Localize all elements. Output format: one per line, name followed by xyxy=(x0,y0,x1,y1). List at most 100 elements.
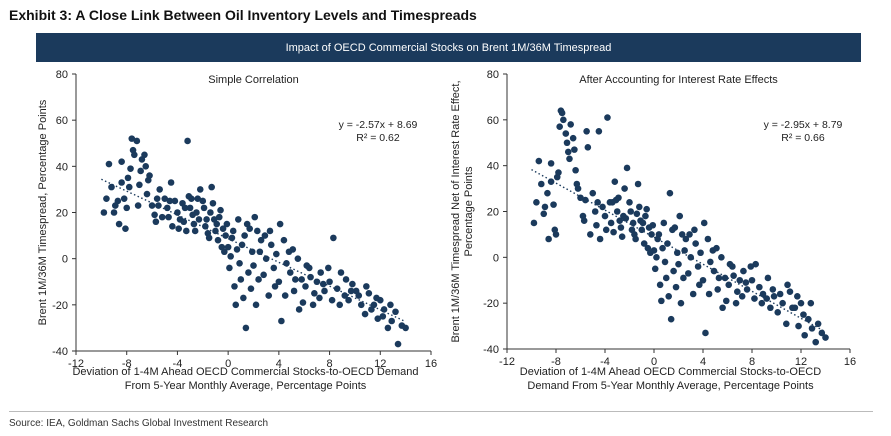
exhibit-title: Exhibit 3: A Close Link Between Oil Inve… xyxy=(9,7,477,23)
scatter-point xyxy=(205,234,213,242)
scatter-point xyxy=(231,283,238,290)
scatter-point xyxy=(658,297,665,305)
scatter-point xyxy=(730,272,737,279)
scatter-point xyxy=(634,180,642,188)
scatter-point xyxy=(675,260,682,268)
scatter-point xyxy=(632,235,639,243)
scatter-point xyxy=(651,265,659,273)
scatter-point xyxy=(261,232,269,239)
scatter-point xyxy=(169,223,176,230)
scatter-point xyxy=(686,231,693,238)
scatter-point xyxy=(589,189,597,197)
scatter-point xyxy=(587,231,594,238)
scatter-point xyxy=(194,195,202,202)
scatter-point xyxy=(602,226,610,234)
scatter-point xyxy=(158,213,166,221)
regression-equation: y = -2.95x + 8.79 xyxy=(764,119,843,131)
scatter-point xyxy=(290,287,298,295)
scatter-point xyxy=(266,227,274,235)
scatter-point xyxy=(118,158,125,166)
scatter-point xyxy=(662,274,670,282)
scatter-point xyxy=(195,216,203,223)
scatter-point xyxy=(281,292,289,299)
scatter-point xyxy=(636,203,643,211)
scatter-point xyxy=(148,202,156,209)
scatter-point xyxy=(697,249,704,257)
scatter-point xyxy=(251,213,259,221)
scatter-point xyxy=(769,286,777,293)
y-tick-label: 20 xyxy=(56,208,68,220)
scatter-point xyxy=(577,194,584,202)
scatter-point xyxy=(786,288,794,296)
scatter-point xyxy=(535,157,543,165)
scatter-point xyxy=(555,169,562,176)
scatter-point xyxy=(208,183,215,191)
scatter-point xyxy=(560,116,567,124)
x-tick-label: 0 xyxy=(225,358,231,370)
scatter-point xyxy=(667,315,675,323)
scatter-point xyxy=(321,287,328,295)
scatter-point xyxy=(715,274,723,282)
scatter-point xyxy=(660,219,668,227)
scatter-point xyxy=(707,258,714,266)
scatter-point xyxy=(562,130,570,137)
scatter-point xyxy=(650,247,658,254)
scatter-point xyxy=(601,212,609,220)
scatter-point xyxy=(283,259,290,267)
scatter-point xyxy=(533,199,540,206)
scatter-point xyxy=(209,199,217,207)
scatter-point xyxy=(368,306,375,313)
scatter-point xyxy=(621,185,628,192)
scatter-point xyxy=(736,276,744,284)
scatter-point xyxy=(125,183,133,191)
y-tick-label: 60 xyxy=(487,115,499,127)
scatter-point xyxy=(307,273,314,281)
scatter-point xyxy=(609,199,616,206)
scatter-point xyxy=(174,209,181,216)
scatter-point xyxy=(649,221,657,229)
x-tick-label: 16 xyxy=(425,358,437,370)
scatter-point xyxy=(347,287,355,295)
scatter-point xyxy=(725,281,733,289)
scatter-point xyxy=(805,315,812,323)
scatter-point xyxy=(613,208,621,215)
scatter-point xyxy=(584,144,592,151)
scatter-point xyxy=(260,271,267,279)
scatter-point xyxy=(680,274,687,282)
scatter-point xyxy=(676,212,684,220)
scatter-point xyxy=(270,264,278,272)
scatter-point xyxy=(653,254,660,261)
x-tick-label: 12 xyxy=(795,356,807,368)
scatter-point xyxy=(120,195,128,202)
scatter-point xyxy=(345,296,352,304)
scatter-point xyxy=(153,195,161,202)
scatter-point xyxy=(402,324,409,332)
scatter-point xyxy=(639,219,647,227)
x-axis-label-line-1: Deviation of 1-4M Ahead OECD Commercial … xyxy=(520,366,821,378)
scatter-point xyxy=(246,225,253,232)
scatter-point xyxy=(808,325,816,332)
scatter-point xyxy=(298,276,305,283)
scatter-point xyxy=(573,180,581,188)
scatter-point xyxy=(134,202,142,209)
scatter-point xyxy=(330,234,337,242)
x-tick-label: 12 xyxy=(374,358,386,370)
scatter-point xyxy=(302,283,309,290)
scatter-point xyxy=(696,281,703,289)
scatter-point xyxy=(540,210,548,218)
scatter-point xyxy=(718,254,725,261)
scatter-point xyxy=(232,301,240,309)
scatter-point xyxy=(751,295,758,302)
scatter-point xyxy=(616,217,623,224)
x-axis-label-line-2: Demand From 5-Year Monthly Average, Perc… xyxy=(527,380,814,392)
scatter-point xyxy=(740,267,747,275)
scatter-point xyxy=(224,243,232,251)
scatter-point xyxy=(547,160,555,167)
scatter-point xyxy=(226,264,233,272)
scatter-point xyxy=(316,294,323,302)
scatter-point xyxy=(299,299,307,306)
scatter-point xyxy=(303,262,311,269)
scatter-point xyxy=(133,137,141,145)
scatter-point xyxy=(115,220,123,228)
scatter-point xyxy=(673,249,681,257)
